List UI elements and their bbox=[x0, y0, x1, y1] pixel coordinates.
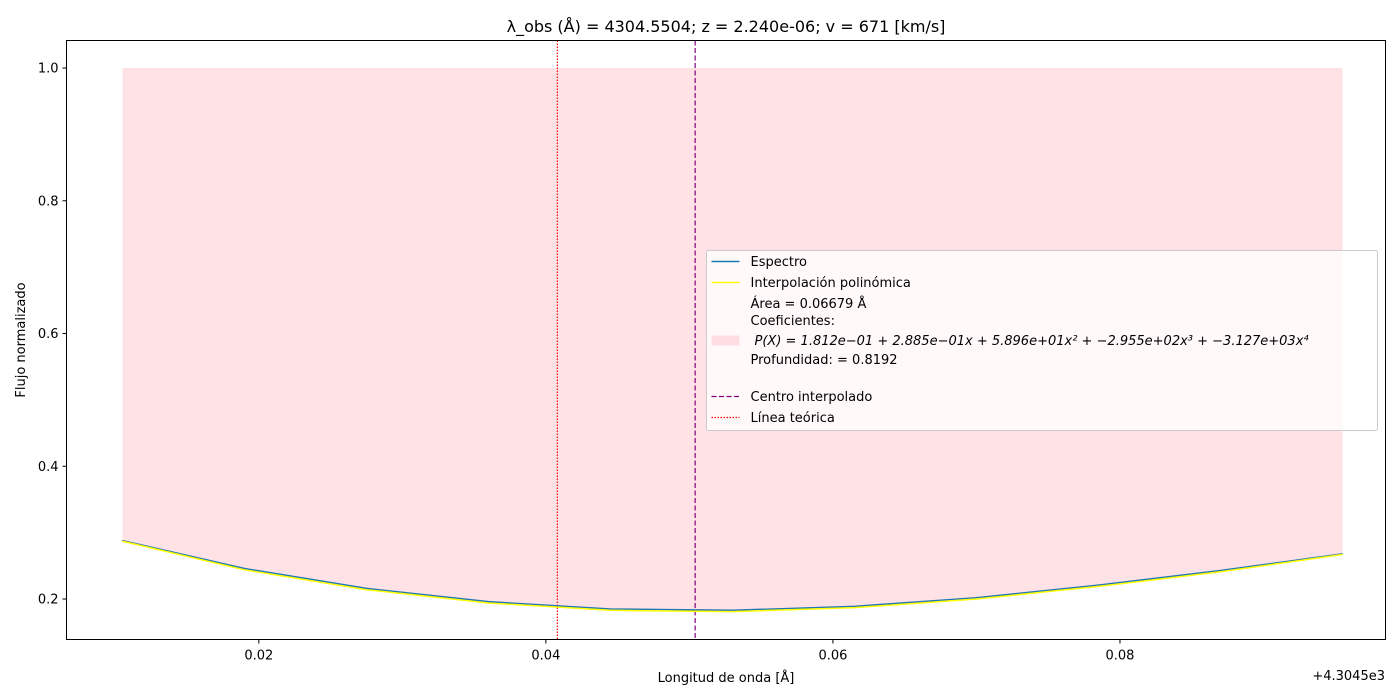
espectro-point bbox=[487, 601, 490, 603]
x-axis: 0.02 0.04 0.06 0.08 bbox=[244, 639, 1135, 664]
espectro-point bbox=[365, 587, 368, 589]
interpolation-point bbox=[487, 602, 490, 604]
espectro-point bbox=[731, 609, 734, 611]
plot-frame bbox=[66, 40, 1386, 640]
y-tick-label: 0.2 bbox=[38, 593, 59, 608]
espectro-point bbox=[1097, 584, 1100, 586]
x-axis-label: Longitud de onda [Å] bbox=[658, 670, 795, 686]
interpolation-point bbox=[975, 598, 978, 600]
legend-entry-label: Profundidad: = 0.8192 bbox=[751, 353, 898, 368]
espectro-point bbox=[609, 608, 612, 610]
x-tick-label: 0.06 bbox=[818, 649, 847, 664]
espectro-point bbox=[975, 597, 978, 599]
espectro-point bbox=[243, 567, 246, 570]
y-tick-label: 0.4 bbox=[38, 460, 59, 475]
legend: Espectro Interpolación polinómica Área = 0… bbox=[706, 250, 1378, 431]
interpolation-point bbox=[1097, 585, 1100, 588]
legend-entry-label: Interpolación polinómica bbox=[751, 276, 911, 291]
x-tick-label: 0.08 bbox=[1106, 649, 1135, 664]
interpolation-point bbox=[853, 607, 856, 609]
legend-entry-label: Línea teórica bbox=[751, 411, 835, 426]
legend-entry-label: P(X) = 1.812e−01 + 2.885e−01x + 5.896e+0… bbox=[755, 334, 1310, 349]
interpolation-point bbox=[1219, 571, 1222, 573]
y-tick-label: 0.8 bbox=[38, 194, 59, 209]
x-offset-label: +4.3045e3 bbox=[1312, 669, 1385, 684]
chart-title: λ_obs (Å) = 4304.5504; z = 2.240e-06; v … bbox=[507, 17, 946, 37]
interpolation-point bbox=[609, 609, 612, 611]
legend-box bbox=[706, 250, 1378, 431]
y-tick-label: 1.0 bbox=[38, 62, 59, 77]
y-tick-label: 0.6 bbox=[38, 327, 59, 342]
interpolation-point bbox=[731, 611, 734, 613]
legend-entry-label: Área = 0.06679 Å bbox=[751, 296, 867, 312]
legend-entry-label: Coeficientes: bbox=[751, 314, 835, 329]
interpolation-point bbox=[365, 589, 368, 591]
legend-entry-label: Centro interpolado bbox=[751, 390, 873, 405]
y-axis-label: Flujo normalizado bbox=[14, 282, 29, 397]
espectro-point bbox=[1219, 569, 1222, 572]
legend-handle-patch bbox=[711, 335, 740, 346]
espectro-point bbox=[853, 605, 856, 607]
x-tick-label: 0.02 bbox=[244, 649, 273, 664]
y-axis: 0.2 0.4 0.6 0.8 1.0 bbox=[38, 62, 67, 608]
interpolation-point bbox=[1341, 553, 1344, 556]
interpolation-point bbox=[243, 569, 246, 571]
interpolation-point bbox=[121, 540, 124, 542]
x-tick-label: 0.04 bbox=[531, 649, 560, 664]
legend-entry-label: Espectro bbox=[751, 255, 808, 270]
